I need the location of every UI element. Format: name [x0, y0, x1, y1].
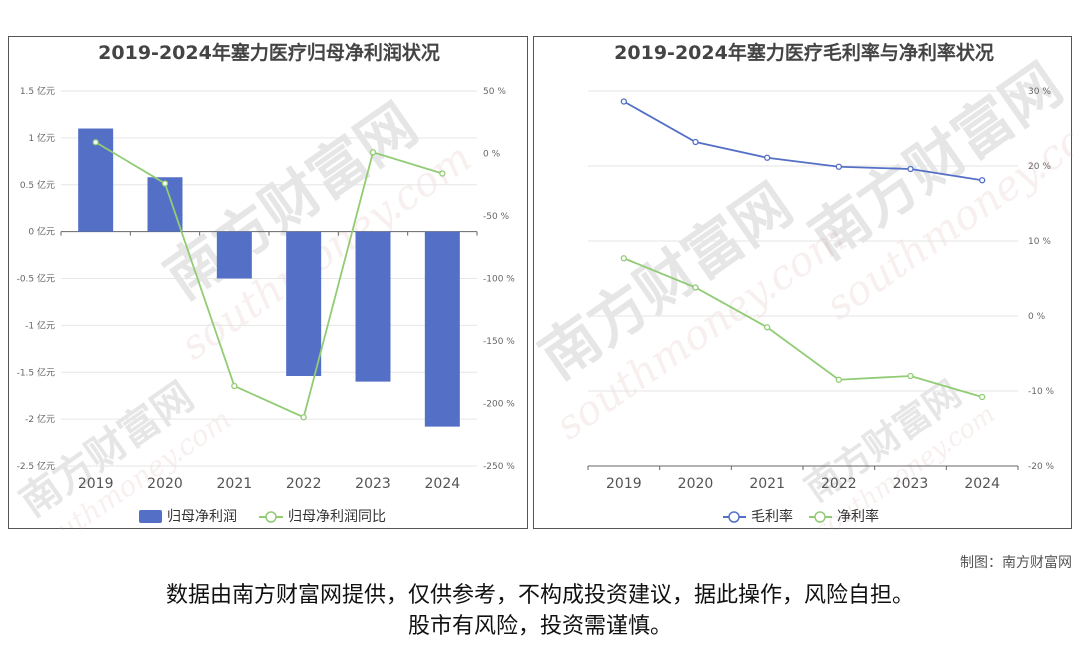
chart-panel-margins: 南方财富网 southmoney.com 南方财富网 southmoney.com 南方… — [533, 36, 1073, 530]
y-tick-label: 0 % — [1028, 312, 1046, 322]
x-tick-label: 2019 — [606, 476, 642, 492]
margin-chart: 南方财富网southmoney.com南方财富网southmoney.com南方… — [534, 41, 1073, 530]
y2-tick-label: -250 % — [483, 462, 515, 472]
legend-label-line: 归母净利润同比 — [288, 508, 386, 525]
x-tick-label: 2023 — [355, 476, 391, 492]
disclaimer-line-1: 数据由南方财富网提供，仅供参考，不构成投资建议，据此操作，风险自担。 — [165, 583, 914, 608]
series-0-point-2024 — [979, 177, 986, 184]
y-tick-label: -1 亿元 — [25, 319, 55, 331]
legend: 归母净利润 归母净利润同比 — [139, 508, 386, 525]
legend-label-bar: 归母净利润 — [167, 508, 237, 525]
series-0-point-2021 — [764, 154, 771, 161]
x-tick-label: 2024 — [425, 476, 461, 492]
bar-2023 — [355, 231, 391, 382]
series-1-point-2020 — [692, 284, 699, 291]
x-tick-label: 2024 — [964, 476, 1000, 492]
chart-credit: 制图：南方财富网 — [960, 555, 1072, 571]
series-1-point-2021 — [764, 324, 771, 331]
bar-2022 — [286, 231, 322, 376]
yoy-point-2023 — [369, 149, 377, 156]
y2-tick-label: 50 % — [483, 87, 506, 97]
legend-label-0: 毛利率 — [751, 508, 793, 525]
disclaimer-line-2: 股市有风险，投资需谨慎。 — [407, 614, 672, 639]
x-tick-label: 2019 — [78, 476, 114, 492]
y-tick-label: 1.5 亿元 — [20, 85, 55, 97]
y2-tick-label: -50 % — [483, 212, 510, 222]
y-tick-label: -2.5 亿元 — [17, 460, 55, 472]
bar-2019 — [78, 128, 114, 232]
series-0-point-2019 — [620, 98, 627, 105]
x-tick-label: 2022 — [821, 476, 857, 492]
y-tick-label: -2 亿元 — [25, 413, 55, 425]
y-tick-label: -1.5 亿元 — [17, 366, 55, 378]
chart-title: 2019-2024年塞力医疗毛利率与净利率状况 — [614, 41, 994, 64]
series-1-point-2024 — [979, 393, 986, 401]
yoy-point-2020 — [161, 180, 169, 187]
x-tick-label: 2020 — [147, 476, 183, 492]
series-line-0 — [623, 100, 983, 182]
series-1-point-2022 — [835, 376, 842, 383]
y2-tick-label: 0 % — [483, 150, 501, 160]
series-0-point-2020 — [692, 138, 699, 146]
legend-marker-1 — [814, 511, 826, 523]
x-tick-label: 2021 — [217, 476, 253, 492]
y2-tick-label: -200 % — [483, 400, 515, 410]
y-tick-label: 1 亿元 — [28, 132, 55, 144]
y-tick-label: -20 % — [1028, 462, 1055, 472]
y-tick-label: -10 % — [1028, 387, 1055, 397]
yoy-line — [95, 141, 443, 419]
x-tick-label: 2020 — [678, 476, 714, 492]
legend-label-1: 净利率 — [837, 508, 879, 525]
series-0-point-2022 — [835, 163, 842, 170]
y2-tick-label: -150 % — [483, 337, 515, 347]
legend-marker-0 — [728, 511, 740, 523]
y-tick-label: 10 % — [1028, 237, 1051, 247]
y-tick-label: 0.5 亿元 — [20, 179, 55, 191]
bar-2024 — [424, 231, 460, 427]
y2-tick-label: -100 % — [483, 275, 515, 285]
y-tick-label: 20 % — [1028, 162, 1051, 172]
series-0-point-2023 — [907, 165, 914, 173]
series-1-point-2023 — [907, 372, 914, 380]
y-tick-label: 30 % — [1028, 87, 1051, 97]
net-profit-chart: 南方财富网southmoney.com南方财富网southmoney.com20… — [12, 41, 515, 530]
y-tick-label: -0.5 亿元 — [17, 273, 55, 285]
series-1-point-2019 — [620, 255, 627, 262]
yoy-point-2021 — [231, 382, 238, 390]
yoy-point-2019 — [92, 139, 99, 146]
yoy-point-2022 — [300, 414, 307, 421]
yoy-point-2024 — [439, 170, 446, 177]
y-tick-label: 0 亿元 — [28, 226, 55, 238]
legend-marker-line — [265, 511, 277, 523]
chart-title: 2019-2024年塞力医疗归母净利润状况 — [98, 41, 440, 64]
x-tick-label: 2023 — [893, 476, 929, 492]
series-line-1 — [623, 257, 983, 398]
legend-swatch-bar — [139, 510, 162, 523]
x-tick-label: 2021 — [749, 476, 785, 492]
bar-2021 — [216, 231, 252, 279]
legend: 毛利率 净利率 — [723, 508, 879, 525]
chart-panel-net-profit: 南方财富网 southmoney.com 南方财富网 southmoney.com 20… — [8, 36, 528, 530]
x-tick-label: 2022 — [286, 476, 322, 492]
